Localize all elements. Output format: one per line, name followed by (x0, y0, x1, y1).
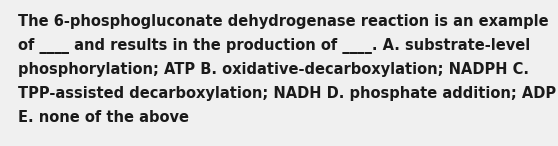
Text: phosphorylation; ATP B. oxidative-decarboxylation; NADPH C.: phosphorylation; ATP B. oxidative-decarb… (18, 62, 529, 77)
Text: TPP-assisted decarboxylation; NADH D. phosphate addition; ADP: TPP-assisted decarboxylation; NADH D. ph… (18, 86, 556, 101)
Text: of ____ and results in the production of ____. A. substrate-level: of ____ and results in the production of… (18, 38, 530, 54)
Text: E. none of the above: E. none of the above (18, 110, 189, 125)
Text: The 6-phosphogluconate dehydrogenase reaction is an example: The 6-phosphogluconate dehydrogenase rea… (18, 14, 549, 29)
